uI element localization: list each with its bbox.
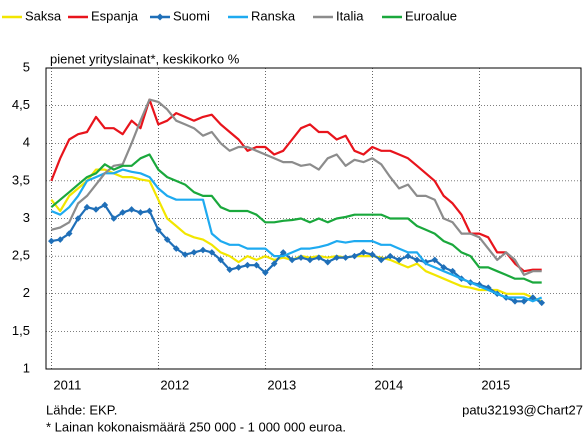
- series-marker: [181, 251, 189, 258]
- series-marker: [360, 249, 367, 256]
- series-marker: [386, 252, 394, 260]
- series-marker: [324, 258, 332, 266]
- series-marker: [413, 256, 421, 264]
- legend-label: Ranska: [251, 8, 296, 23]
- series-marker: [74, 215, 82, 222]
- y-tick-label: 3,5: [12, 172, 30, 187]
- y-tick-label: 4,5: [12, 97, 30, 112]
- series-marker: [262, 269, 269, 276]
- x-tick-label: 2011: [53, 377, 81, 392]
- x-tick-label: 2013: [267, 377, 296, 392]
- credit: patu32193@Chart27: [462, 402, 583, 417]
- series-marker: [83, 203, 91, 211]
- series-marker: [172, 245, 180, 252]
- series-marker: [449, 267, 456, 275]
- series-marker: [208, 249, 216, 256]
- series-line: [50, 98, 542, 273]
- legend-label: Saksa: [25, 8, 62, 23]
- series-marker: [217, 256, 225, 264]
- series-marker: [431, 256, 439, 264]
- series-marker: [190, 249, 198, 256]
- chart-subtitle: pienet yrityslainat*, keskikorko %: [50, 51, 240, 66]
- series-marker: [119, 209, 127, 216]
- series-marker: [128, 206, 135, 213]
- legend-label: Suomi: [173, 8, 210, 23]
- series-marker: [92, 206, 100, 213]
- series-marker: [155, 226, 162, 234]
- source: Lähde: EKP.: [46, 402, 117, 417]
- series-marker: [297, 254, 305, 261]
- y-tick-label: 4: [23, 135, 30, 150]
- series-marker: [404, 252, 412, 260]
- series-marker: [306, 256, 314, 264]
- series-marker: [342, 254, 349, 261]
- series-marker: [511, 297, 519, 305]
- x-tick-label: 2014: [374, 377, 403, 392]
- series-marker: [137, 209, 144, 216]
- series-marker: [146, 207, 153, 215]
- series-marker: [279, 249, 287, 256]
- series-marker: [110, 215, 118, 222]
- series-marker: [315, 254, 323, 261]
- footnote: * Lainan kokonaismäärä 250 000 - 1 000 0…: [46, 419, 346, 434]
- series-line: [50, 153, 542, 284]
- series-marker: [235, 264, 242, 271]
- series-line: [50, 168, 543, 303]
- x-tick-label: 2015: [481, 377, 510, 392]
- series-marker: [529, 294, 537, 301]
- series-marker: [244, 261, 251, 269]
- series-marker: [395, 256, 403, 264]
- x-tick-label: 2012: [160, 377, 189, 392]
- y-tick-label: 1,5: [12, 323, 30, 338]
- series-marker: [56, 236, 64, 243]
- series-marker: [520, 297, 528, 305]
- series-marker: [369, 251, 376, 258]
- y-tick-label: 1: [23, 360, 30, 375]
- series-marker: [333, 254, 341, 261]
- series-marker: [538, 299, 546, 307]
- y-tick-label: 2: [23, 285, 30, 300]
- series-marker: [288, 256, 296, 264]
- series-marker: [270, 260, 278, 267]
- y-tick-label: 5: [23, 59, 30, 74]
- plot-frame: [45, 67, 582, 370]
- legend-label: Espanja: [91, 8, 139, 23]
- y-tick-label: 2,5: [12, 248, 30, 263]
- series-marker: [226, 266, 234, 273]
- legend-label: Italia: [336, 8, 364, 23]
- series-marker: [101, 201, 109, 209]
- series-marker: [199, 246, 207, 254]
- series-marker: [377, 256, 385, 264]
- series-marker: [440, 264, 448, 271]
- legend-marker: [156, 13, 164, 21]
- series-line: [51, 98, 542, 276]
- series-marker: [65, 230, 73, 237]
- series-marker: [48, 237, 55, 245]
- series-marker: [253, 261, 260, 269]
- series-marker: [163, 236, 171, 243]
- series-marker: [351, 252, 358, 260]
- y-tick-label: 3: [23, 210, 30, 225]
- legend-label: Euroalue: [405, 8, 457, 23]
